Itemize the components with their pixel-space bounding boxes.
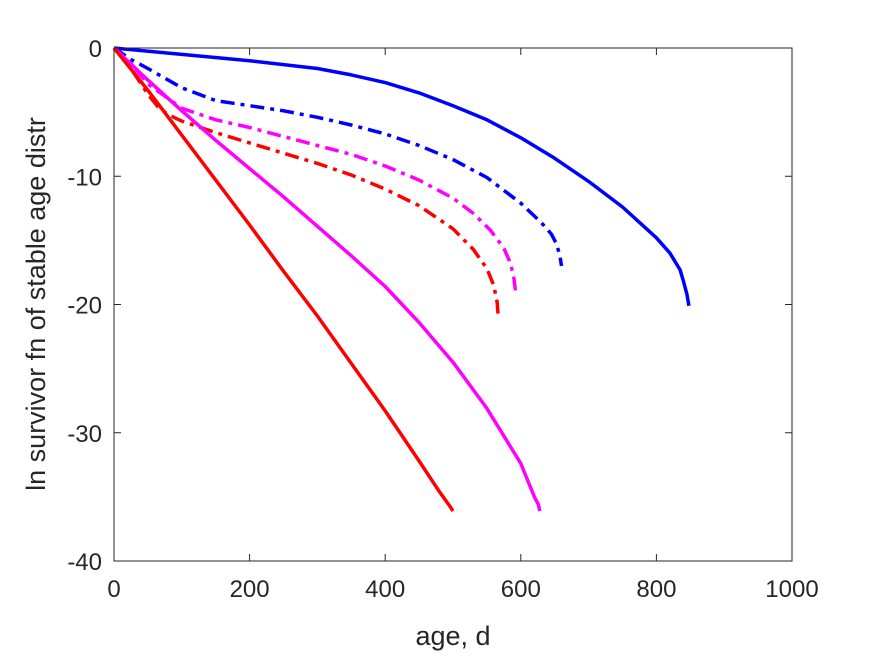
series-layer [112, 46, 691, 512]
x-tick-label: 800 [636, 576, 676, 603]
y-tick-label: 0 [89, 36, 102, 63]
x-tick-label: 1000 [765, 576, 818, 603]
y-tick-label: -30 [67, 421, 102, 448]
series-line-5 [112, 46, 455, 512]
x-tick-label: 400 [365, 576, 405, 603]
y-tick-label: -20 [67, 293, 102, 320]
ticks-layer: 0 200 400 600 800 1000 -40 -30 -20 -10 0 [67, 36, 818, 603]
plot-background [114, 48, 792, 561]
series-line-0 [113, 46, 691, 307]
x-tick-label: 600 [501, 576, 541, 603]
series-line-1 [113, 46, 564, 267]
x-tick-label: 200 [230, 576, 270, 603]
series-line-3 [112, 46, 501, 319]
x-tick-label: 0 [107, 576, 120, 603]
y-tick-label: -10 [67, 164, 102, 191]
series-line-2 [112, 46, 518, 291]
x-axis-title: age, d [415, 621, 490, 651]
y-tick-label: -40 [67, 549, 102, 576]
series-line-4 [112, 46, 542, 512]
y-axis-title: ln survivor fn of stable age distr [21, 117, 51, 491]
